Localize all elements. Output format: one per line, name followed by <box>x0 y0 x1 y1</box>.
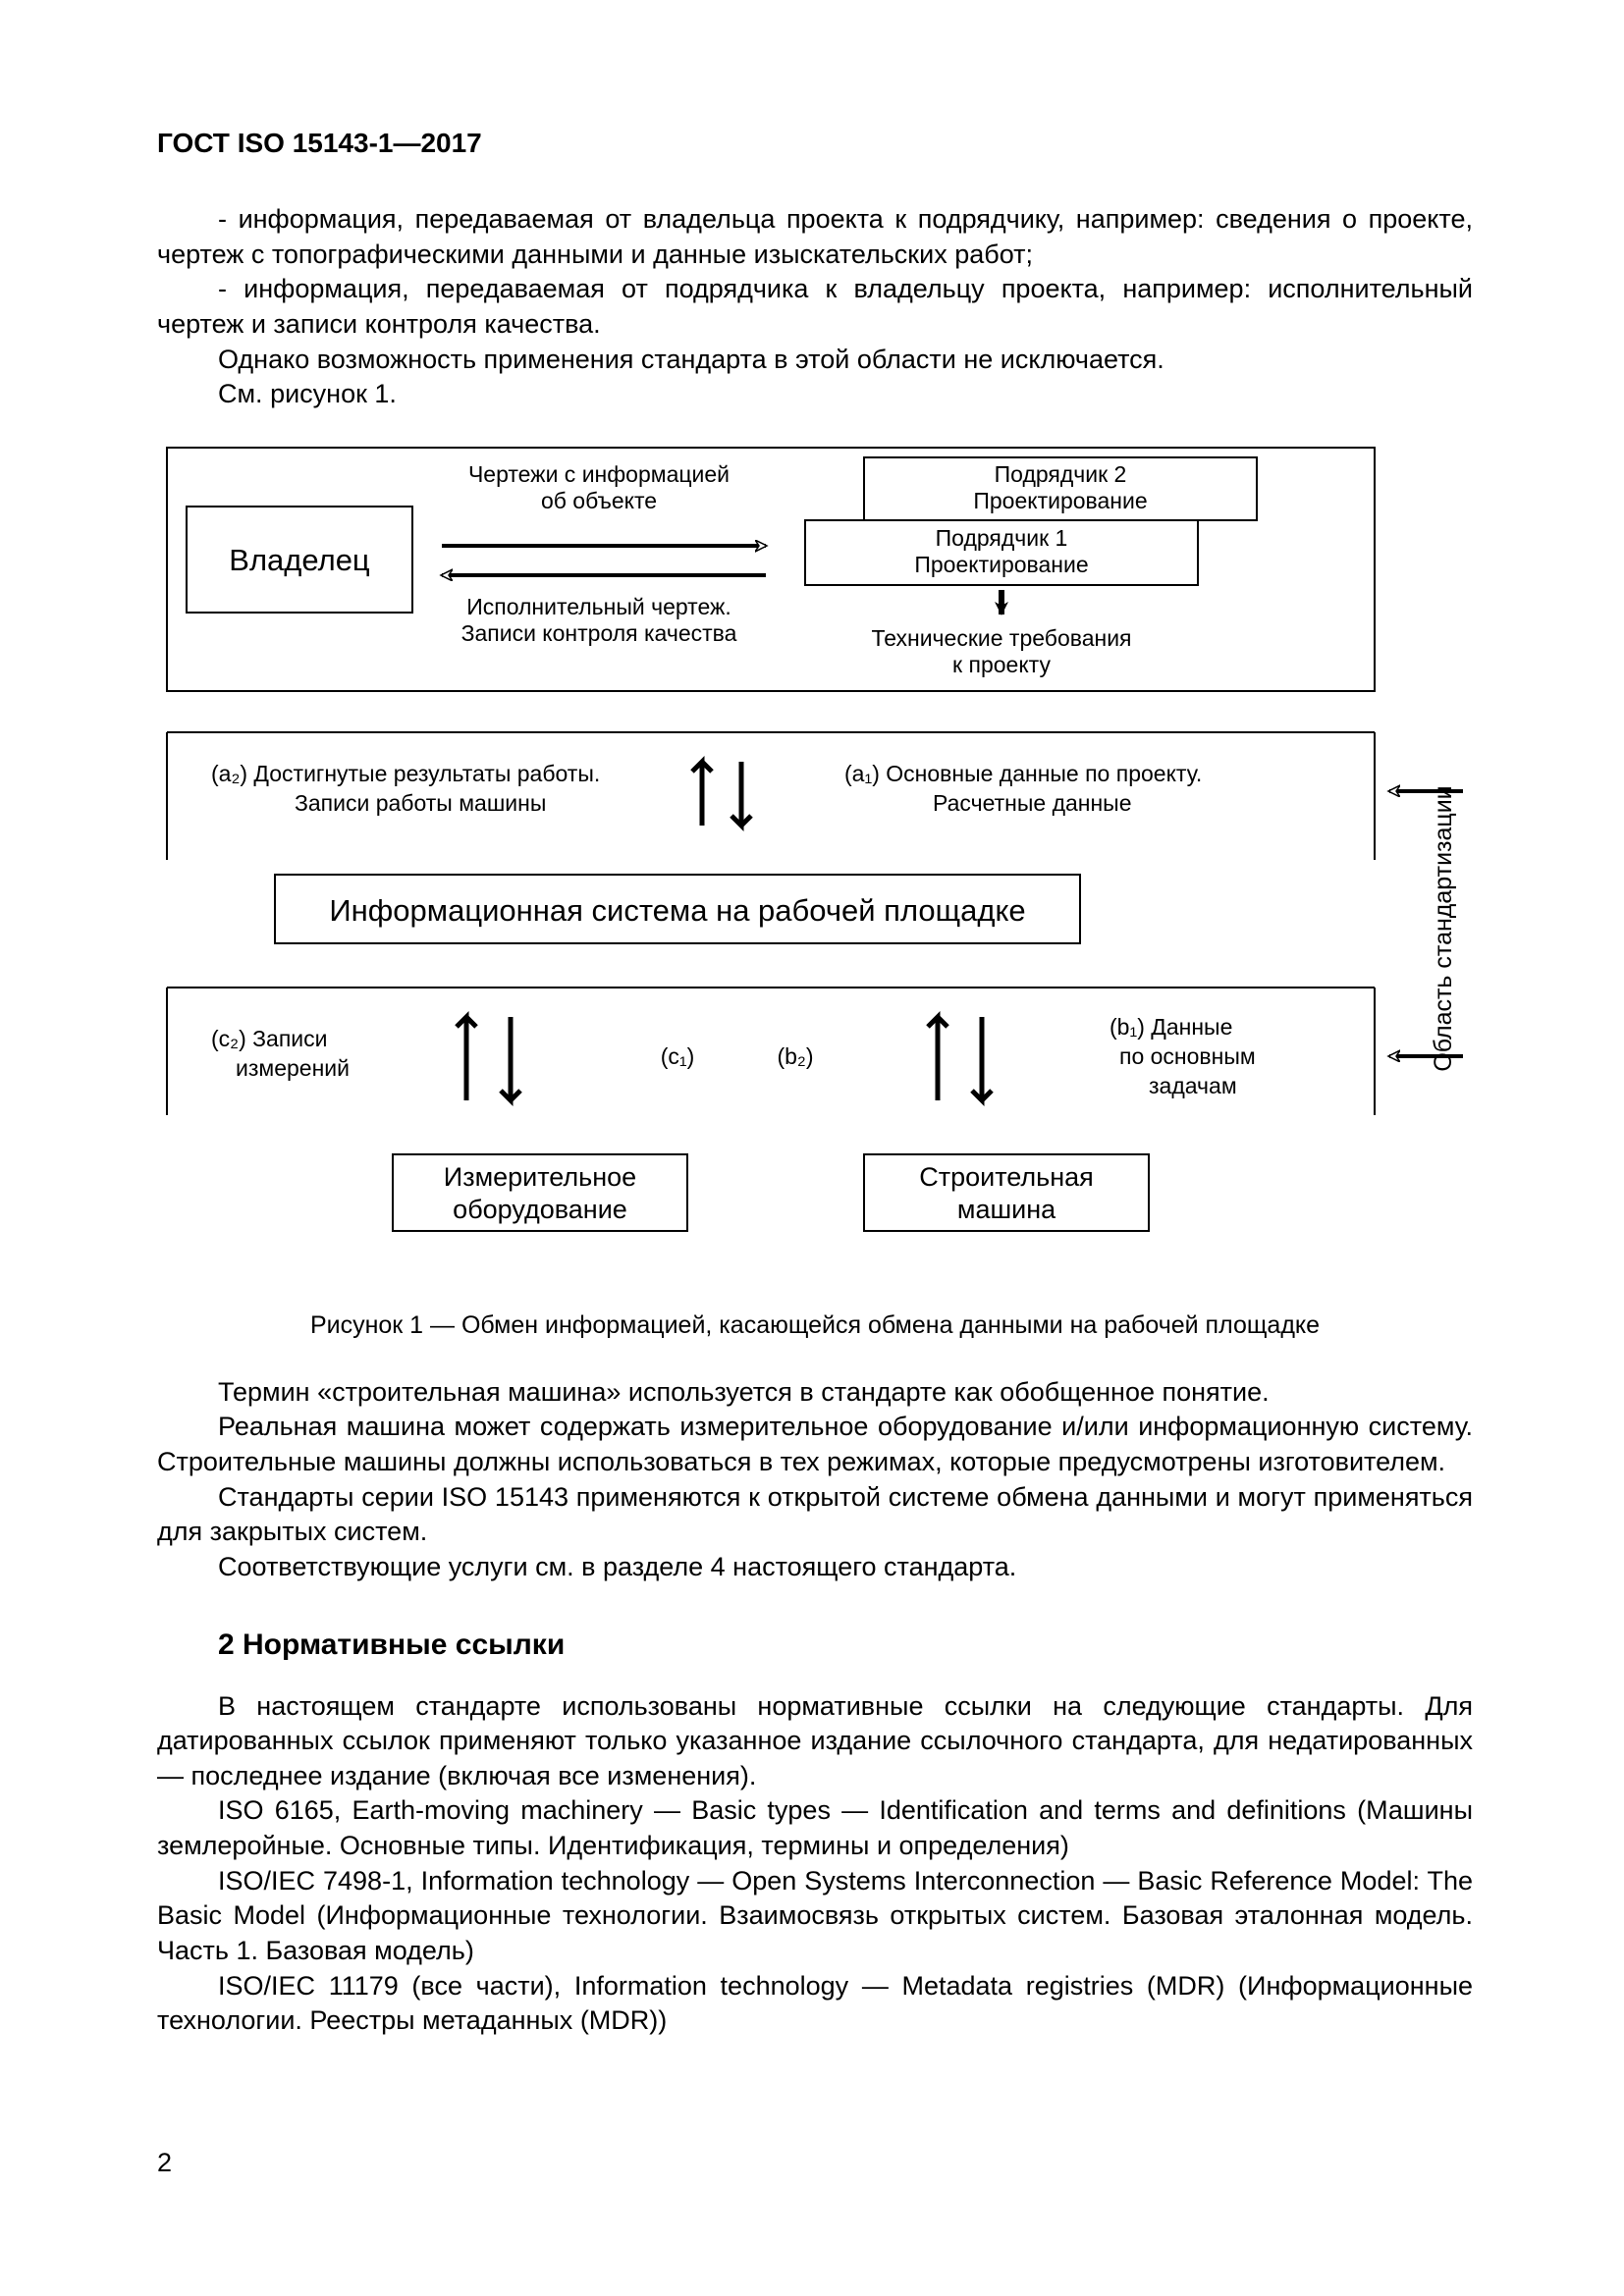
section-heading: 2 Нормативные ссылки <box>157 1629 1473 1662</box>
fig-text: (b₂) <box>777 1043 813 1069</box>
text: ISO/IEC 11179 (все части), Information t… <box>157 1971 1473 2036</box>
fig-text: (c₁) <box>661 1043 695 1069</box>
text: - информация, передаваемая от подрядчика… <box>157 274 1473 339</box>
fig-text: Технические требования <box>871 625 1131 651</box>
text: Однако возможность применения стандарта … <box>218 345 1164 374</box>
fig-text: Чертежи с информацией <box>468 461 730 487</box>
fig-text: Записи контроля качества <box>461 620 737 646</box>
fig-text: Записи работы машины <box>295 790 546 816</box>
fig-text: оборудование <box>453 1195 627 1224</box>
text: Реальная машина может содержать измерите… <box>157 1412 1473 1476</box>
owner-label: Владелец <box>229 543 370 577</box>
body-paragraph: В настоящем стандарте использованы норма… <box>157 1689 1473 1794</box>
text: Стандарты серии ISO 15143 применяются к … <box>157 1482 1473 1547</box>
fig-text: Проектирование <box>973 488 1147 513</box>
body-paragraph: ISO/IEC 7498-1, Information technology —… <box>157 1864 1473 1969</box>
body-paragraph: - информация, передаваемая от владельца … <box>157 202 1473 272</box>
fig-text: задачам <box>1149 1073 1237 1098</box>
body-paragraph: Однако возможность применения стандарта … <box>157 343 1473 378</box>
fig-text: Расчетные данные <box>933 790 1132 816</box>
doc-header: ГОСТ ISO 15143-1—2017 <box>157 128 1473 159</box>
body-paragraph: Стандарты серии ISO 15143 применяются к … <box>157 1480 1473 1550</box>
text: - информация, передаваемая от владельца … <box>157 204 1473 269</box>
fig-text: Строительная <box>919 1162 1094 1192</box>
fig-text: (a₂) Достигнутые результаты работы. <box>211 761 600 786</box>
text: В настоящем стандарте использованы норма… <box>157 1691 1473 1790</box>
fig-text: по основным <box>1119 1043 1256 1069</box>
body-paragraph: - информация, передаваемая от подрядчика… <box>157 272 1473 342</box>
text: Соответствующие услуги см. в разделе 4 н… <box>218 1552 1016 1581</box>
fig-text: к проекту <box>952 652 1051 677</box>
fig-text: измерений <box>236 1055 350 1081</box>
body-paragraph: Соответствующие услуги см. в разделе 4 н… <box>157 1550 1473 1585</box>
fig-text: Подрядчик 1 <box>936 525 1068 551</box>
body-paragraph: ISO 6165, Earth-moving machinery — Basic… <box>157 1793 1473 1863</box>
fig-text: (b₁) Данные <box>1110 1014 1232 1040</box>
fig-text: Информационная система на рабочей площад… <box>329 893 1025 928</box>
fig-text: машина <box>957 1195 1056 1224</box>
figure-1: Владелец Чертежи с информацией об объект… <box>157 438 1473 1302</box>
arrow-pair-icon <box>692 762 751 826</box>
body-paragraph: Реальная машина может содержать измерите… <box>157 1410 1473 1479</box>
fig-text: (a₁) Основные данные по проекту. <box>844 761 1202 786</box>
fig-text: Измерительное <box>444 1162 636 1192</box>
arrow-pair-icon <box>457 1017 520 1100</box>
fig-text: Подрядчик 2 <box>995 461 1127 487</box>
text: ISO/IEC 7498-1, Information technology —… <box>157 1866 1473 1965</box>
page-number: 2 <box>157 2148 172 2178</box>
figure-caption: Рисунок 1 — Обмен информацией, касающейс… <box>157 1311 1473 1340</box>
text: ISO 6165, Earth-moving machinery — Basic… <box>157 1795 1473 1860</box>
body-paragraph: ISO/IEC 11179 (все части), Information t… <box>157 1969 1473 2039</box>
fig-text: Исполнительный чертеж. <box>466 594 731 619</box>
fig-text: об объекте <box>541 488 657 513</box>
arrow-pair-icon <box>928 1017 992 1100</box>
text: См. рисунок 1. <box>218 379 397 408</box>
body-paragraph: См. рисунок 1. <box>157 377 1473 412</box>
fig-text: Область стандартизации <box>1430 785 1457 1071</box>
text: Термин «строительная машина» используетс… <box>218 1377 1270 1407</box>
fig-text: (c₂) Записи <box>211 1026 327 1051</box>
body-paragraph: Термин «строительная машина» используетс… <box>157 1375 1473 1411</box>
fig-text: Проектирование <box>914 552 1088 577</box>
